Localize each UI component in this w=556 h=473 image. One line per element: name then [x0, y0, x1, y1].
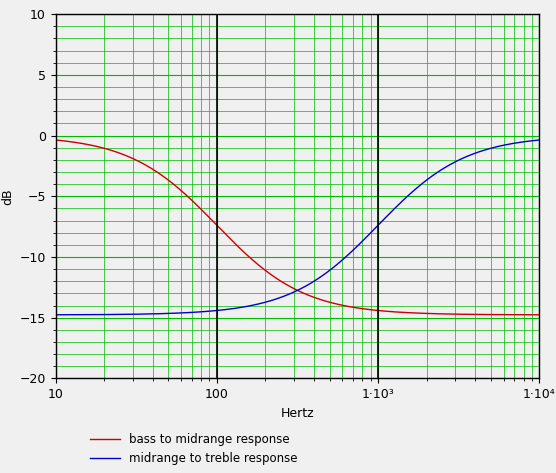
midrange to treble response — [238, 305, 245, 310]
bass to midrange response — [238, 246, 245, 252]
midrange to treble response — [536, 137, 543, 143]
Legend: bass to midrange response, midrange to treble response: bass to midrange response, midrange to t… — [86, 428, 302, 469]
bass to midrange response — [474, 312, 481, 317]
midrange to treble response — [474, 149, 481, 155]
midrange to treble response — [107, 312, 114, 317]
Y-axis label: dB: dB — [1, 188, 14, 205]
Line: bass to midrange response: bass to midrange response — [56, 140, 539, 315]
X-axis label: Hertz: Hertz — [281, 407, 314, 420]
bass to midrange response — [52, 137, 59, 143]
midrange to treble response — [527, 138, 533, 144]
bass to midrange response — [536, 312, 543, 318]
Line: midrange to treble response: midrange to treble response — [56, 140, 539, 315]
bass to midrange response — [259, 265, 265, 271]
bass to midrange response — [107, 148, 114, 153]
bass to midrange response — [136, 159, 143, 165]
midrange to treble response — [52, 312, 59, 318]
midrange to treble response — [136, 311, 143, 317]
bass to midrange response — [527, 312, 533, 317]
midrange to treble response — [259, 300, 265, 306]
